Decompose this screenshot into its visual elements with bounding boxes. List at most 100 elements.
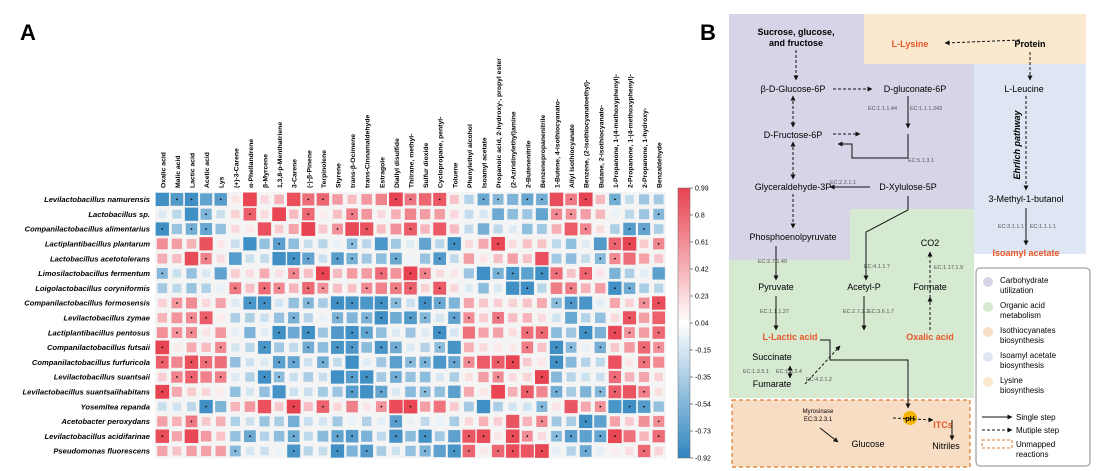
significance-dot	[599, 390, 602, 393]
significance-dot	[541, 198, 543, 201]
heatmap-cell	[435, 269, 444, 278]
significance-dot	[292, 361, 295, 364]
significance-dot	[307, 302, 310, 304]
column-label: Isoamyl acetate	[482, 137, 489, 188]
heatmap-cell	[478, 371, 489, 383]
column-label: Terpinolene	[321, 150, 328, 188]
heatmap-cell	[243, 192, 257, 207]
colorbar-tick: 0.04	[695, 321, 709, 328]
column-label: 2-Propanone, 1-hydroxy-	[642, 108, 649, 188]
significance-dot	[219, 346, 222, 349]
significance-dot	[438, 302, 441, 304]
heatmap-cell	[405, 386, 416, 398]
significance-dot	[657, 331, 660, 334]
heatmap-cell	[596, 447, 605, 455]
heatmap-cell	[230, 313, 241, 323]
heatmap-cell	[566, 416, 576, 427]
node-g3p: Glyceraldehyde-3P	[755, 182, 832, 192]
region-organic-acid	[729, 260, 974, 398]
heatmap-cell	[449, 372, 460, 382]
ec-14: EC:3.1.1.1	[998, 224, 1024, 230]
heatmap-cell	[185, 297, 198, 309]
significance-dot	[541, 272, 543, 275]
heatmap-cell	[157, 283, 168, 294]
heatmap-cell	[274, 194, 284, 205]
significance-dot	[249, 302, 251, 304]
ph-badge	[903, 411, 917, 425]
heatmap-cell	[245, 269, 254, 278]
heatmap-cell	[259, 431, 270, 441]
significance-dot	[380, 272, 383, 275]
significance-dot	[395, 376, 397, 378]
significance-dot	[380, 302, 383, 304]
heatmap-cell	[200, 193, 213, 206]
heatmap-cell	[377, 210, 386, 219]
significance-dot	[497, 242, 499, 245]
heatmap-cell	[450, 284, 459, 293]
significance-dot	[511, 272, 514, 275]
heatmap-cell	[303, 313, 313, 323]
significance-dot	[380, 390, 383, 393]
node-methylbutanol: 3-Methyl-1-butanol	[988, 194, 1063, 204]
significance-dot	[614, 287, 616, 290]
heatmap-cell	[464, 209, 474, 219]
significance-dot	[351, 302, 353, 304]
significance-dot	[409, 316, 412, 319]
heatmap-cell	[184, 251, 199, 266]
heatmap-cell	[419, 209, 431, 220]
colorbar-tick: -0.15	[695, 348, 711, 355]
heatmap-cell	[201, 445, 212, 457]
column-label: Propanoic acid, 2-hydroxy-, propyl ester	[496, 58, 503, 188]
heatmap-cell	[231, 343, 240, 352]
significance-dot	[643, 405, 645, 408]
heatmap-cell	[464, 417, 474, 426]
heatmap-cell	[479, 254, 488, 263]
significance-dot	[351, 331, 353, 334]
heatmap-cell	[259, 416, 270, 427]
heatmap-cell	[376, 357, 387, 368]
heatmap-cell	[216, 284, 225, 292]
heatmap-cell	[406, 343, 415, 352]
heatmap-cell	[389, 356, 403, 369]
heatmap-cell	[172, 402, 182, 411]
column-label: Acetic acid	[204, 152, 211, 188]
significance-dot	[482, 198, 485, 201]
heatmap-cell	[171, 312, 183, 324]
heatmap-cell	[173, 343, 181, 352]
heatmap-cell	[362, 239, 372, 249]
node-oxalic: Oxalic acid	[906, 332, 954, 342]
significance-dot	[307, 198, 310, 201]
significance-dot	[628, 228, 631, 230]
heatmap-cell	[520, 444, 534, 458]
column-label: (-)-β-Pinene	[306, 150, 313, 188]
heatmap-cell	[434, 431, 445, 442]
heatmap-cell	[214, 356, 227, 369]
heatmap-cell	[272, 251, 286, 266]
column-label: Diallyl disulfide	[394, 138, 401, 188]
heatmap-cell	[275, 447, 283, 455]
heatmap-cell	[171, 431, 182, 442]
heatmap-cell	[202, 387, 211, 396]
heatmap-cell	[171, 386, 182, 397]
colorbar-tick: 0.61	[695, 240, 709, 247]
heatmap-cell	[579, 296, 593, 310]
significance-dot	[307, 213, 310, 216]
region-lysine	[864, 14, 1086, 64]
heatmap-cell	[406, 239, 415, 248]
heatmap-cell	[465, 373, 473, 381]
significance-dot	[555, 346, 558, 349]
heatmap-cell	[215, 401, 227, 413]
significance-dot	[336, 316, 339, 319]
significance-dot	[541, 420, 543, 423]
heatmap-cell	[463, 253, 475, 264]
heatmap-cell	[522, 416, 533, 427]
heatmap-cell	[478, 416, 489, 427]
row-label: Pseudomonas fluorescens	[53, 447, 150, 456]
significance-dot	[438, 198, 441, 201]
heatmap-cell	[245, 313, 255, 323]
heatmap-cell	[609, 267, 621, 279]
significance-dot	[570, 198, 572, 201]
significance-dot	[424, 390, 426, 393]
heatmap-cell	[155, 192, 169, 207]
heatmap-cell	[304, 417, 313, 426]
